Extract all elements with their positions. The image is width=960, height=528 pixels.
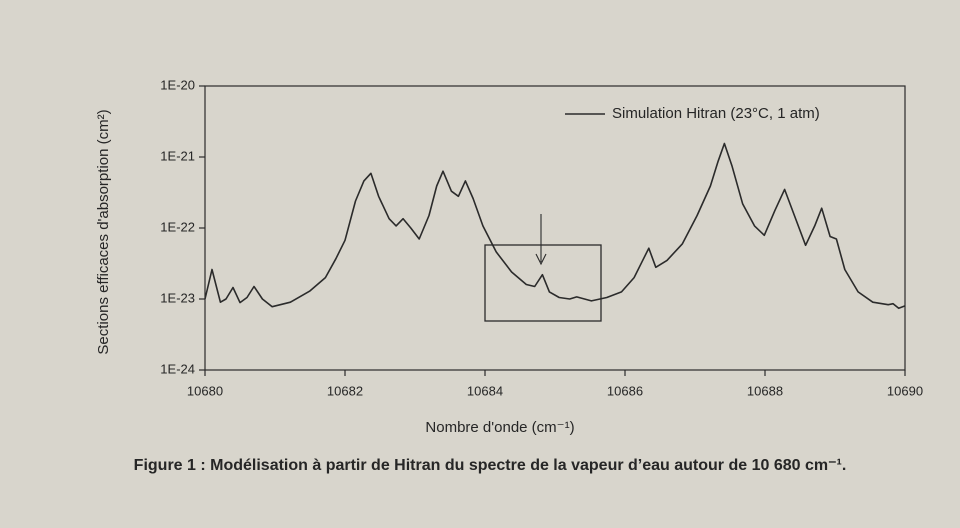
x-tick-label: 10690	[887, 383, 923, 398]
y-tick-label: 1E-21	[160, 148, 195, 163]
x-tick-label: 10680	[187, 383, 223, 398]
arrow-head	[535, 253, 547, 266]
series-line	[204, 142, 906, 310]
x-axis-label: Nombre d'onde (cm⁻¹)	[425, 419, 574, 436]
x-tick-label: 10684	[467, 383, 503, 398]
y-tick-label: 1E-23	[160, 290, 195, 305]
y-tick-label: 1E-24	[160, 361, 195, 376]
y-tick-label: 1E-20	[160, 77, 195, 92]
caption: Figure 1 : Modélisation à partir de Hitr…	[134, 457, 847, 474]
highlight-box	[484, 244, 602, 322]
x-tick-label: 10682	[327, 383, 363, 398]
legend-label: Simulation Hitran (23°C, 1 atm)	[612, 105, 820, 122]
x-tick-label: 10686	[607, 383, 643, 398]
y-axis-label: Sections efficaces d'absorption (cm²)	[95, 109, 112, 354]
x-tick-label: 10688	[747, 383, 783, 398]
y-tick-label: 1E-22	[160, 219, 195, 234]
